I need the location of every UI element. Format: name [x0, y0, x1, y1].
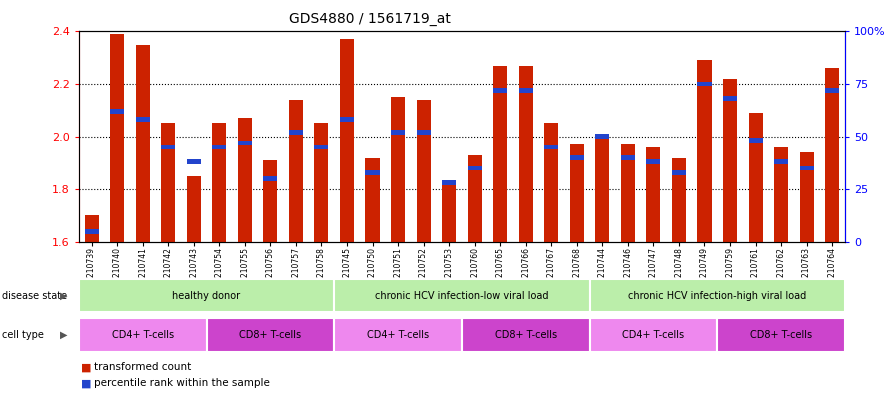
Text: CD8+ T-cells: CD8+ T-cells: [495, 330, 556, 340]
Bar: [544, 145, 558, 149]
Bar: [442, 180, 456, 185]
Bar: [391, 130, 405, 135]
Bar: [212, 145, 227, 149]
Bar: [366, 170, 380, 174]
Bar: [697, 61, 711, 242]
Bar: [748, 138, 762, 143]
Text: ▶: ▶: [60, 330, 67, 340]
Bar: [340, 118, 354, 122]
Bar: [570, 145, 584, 242]
Bar: [595, 134, 609, 139]
Bar: [442, 181, 456, 242]
Bar: [825, 68, 840, 242]
Bar: [570, 155, 584, 160]
Text: CD4+ T-cells: CD4+ T-cells: [112, 330, 174, 340]
Bar: [135, 118, 150, 122]
Text: ■: ■: [81, 362, 91, 373]
Bar: [263, 176, 278, 181]
Bar: [493, 66, 507, 242]
Bar: [186, 160, 201, 164]
Bar: [519, 88, 533, 93]
Text: disease state: disease state: [2, 291, 67, 301]
Bar: [621, 155, 635, 160]
Bar: [289, 130, 303, 135]
Bar: [825, 88, 840, 93]
Text: ▶: ▶: [60, 291, 67, 301]
Bar: [84, 215, 99, 242]
Bar: [697, 82, 711, 86]
Text: transformed count: transformed count: [94, 362, 192, 373]
Bar: [417, 100, 431, 242]
Bar: [595, 136, 609, 242]
Bar: [621, 145, 635, 242]
Bar: [289, 100, 303, 242]
Bar: [366, 158, 380, 242]
Text: CD8+ T-cells: CD8+ T-cells: [239, 330, 301, 340]
Bar: [723, 96, 737, 101]
Bar: [212, 123, 227, 242]
Bar: [774, 160, 788, 164]
Bar: [723, 79, 737, 242]
Text: chronic HCV infection-low viral load: chronic HCV infection-low viral load: [375, 291, 548, 301]
Bar: [237, 118, 252, 242]
Bar: [672, 170, 686, 174]
Bar: [314, 123, 329, 242]
Text: GDS4880 / 1561719_at: GDS4880 / 1561719_at: [289, 12, 451, 26]
Bar: [748, 113, 762, 242]
Bar: [774, 147, 788, 242]
Bar: [161, 145, 176, 149]
Bar: [135, 44, 150, 242]
Bar: [519, 66, 533, 242]
Bar: [799, 152, 814, 242]
Text: CD4+ T-cells: CD4+ T-cells: [367, 330, 429, 340]
Bar: [672, 158, 686, 242]
Text: chronic HCV infection-high viral load: chronic HCV infection-high viral load: [628, 291, 806, 301]
Bar: [340, 39, 354, 242]
Text: ■: ■: [81, 378, 91, 388]
Bar: [468, 155, 482, 242]
Text: CD8+ T-cells: CD8+ T-cells: [750, 330, 812, 340]
Bar: [314, 145, 329, 149]
Bar: [646, 147, 660, 242]
Bar: [186, 176, 201, 242]
Bar: [493, 88, 507, 93]
Bar: [799, 166, 814, 171]
Bar: [237, 141, 252, 145]
Text: healthy donor: healthy donor: [172, 291, 241, 301]
Bar: [544, 123, 558, 242]
Bar: [263, 160, 278, 242]
Bar: [417, 130, 431, 135]
Text: percentile rank within the sample: percentile rank within the sample: [94, 378, 270, 388]
Text: cell type: cell type: [2, 330, 44, 340]
Bar: [161, 123, 176, 242]
Bar: [84, 229, 99, 233]
Text: CD4+ T-cells: CD4+ T-cells: [623, 330, 685, 340]
Bar: [110, 109, 125, 114]
Bar: [110, 34, 125, 242]
Bar: [468, 166, 482, 171]
Bar: [646, 160, 660, 164]
Bar: [391, 97, 405, 242]
